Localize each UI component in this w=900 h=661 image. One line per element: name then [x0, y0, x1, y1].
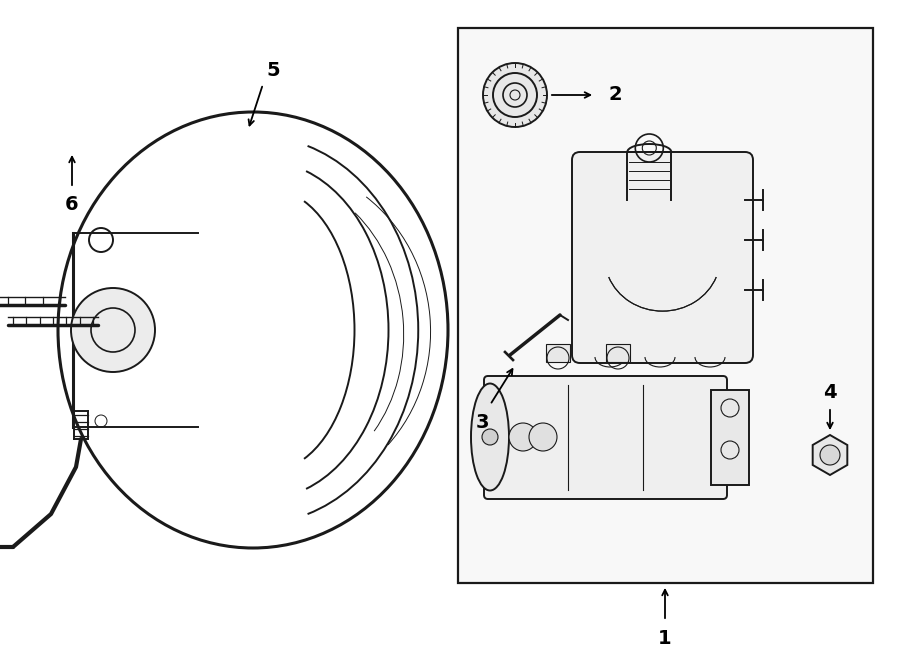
FancyBboxPatch shape — [484, 376, 727, 499]
Bar — [711, 390, 749, 485]
Text: 6: 6 — [65, 196, 79, 215]
Ellipse shape — [471, 383, 509, 490]
Circle shape — [483, 63, 547, 127]
Bar — [546, 344, 570, 362]
Circle shape — [482, 429, 498, 445]
FancyBboxPatch shape — [572, 152, 753, 363]
Circle shape — [71, 288, 155, 372]
Text: 2: 2 — [608, 85, 622, 104]
Text: 4: 4 — [824, 383, 837, 403]
Polygon shape — [813, 435, 847, 475]
Bar — [606, 344, 630, 362]
Text: 5: 5 — [266, 61, 280, 79]
Bar — [458, 28, 873, 583]
Text: 1: 1 — [658, 629, 671, 648]
Circle shape — [509, 423, 537, 451]
Text: 3: 3 — [475, 414, 489, 432]
Circle shape — [820, 445, 840, 465]
Circle shape — [529, 423, 557, 451]
